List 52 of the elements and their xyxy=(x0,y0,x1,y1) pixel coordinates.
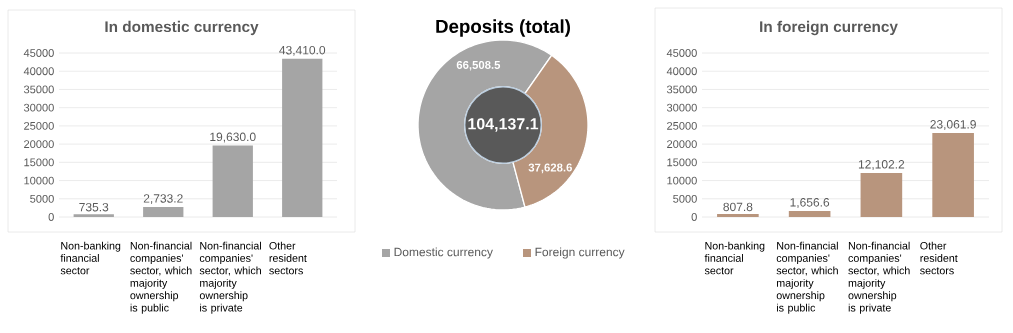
x-tick-label: Non-banking financial sector xyxy=(60,241,121,275)
y-tick-label: 5000 xyxy=(673,194,697,203)
y-tick-label: 35000 xyxy=(23,85,54,94)
y-tick-label: 40000 xyxy=(23,67,54,76)
y-tick-label: 0 xyxy=(48,213,54,221)
bar xyxy=(212,145,253,218)
y-tick-label: 10000 xyxy=(24,176,54,185)
y-tick-label: 10000 xyxy=(667,176,697,185)
bar xyxy=(282,58,323,218)
legend-label: Domestic currency xyxy=(394,247,493,259)
data-label: 43,410.0 xyxy=(279,45,326,56)
chart-title: In foreign currency xyxy=(760,20,898,36)
x-tick-label: Non-financial companies' sector, which majority ownership is private xyxy=(848,241,910,314)
x-tick-label: Non-financial companies' sector, which majority ownership is public xyxy=(776,241,838,314)
y-tick-label: 30000 xyxy=(666,103,697,112)
y-tick-label: 40000 xyxy=(666,67,697,76)
x-tick-label: Other resident sectors xyxy=(269,241,307,275)
x-tick-label: Other resident sectors xyxy=(920,241,958,275)
chart-title: In domestic currency xyxy=(105,20,259,36)
x-tick-label: Non-financial companies' sector, which majority ownership is private xyxy=(199,241,261,314)
data-label: 1,656.6 xyxy=(790,198,830,209)
y-tick-label: 45000 xyxy=(23,49,54,57)
y-tick-label: 25000 xyxy=(24,121,54,130)
data-label: 2,733.2 xyxy=(143,194,183,205)
y-tick-label: 35000 xyxy=(666,85,697,94)
y-tick-label: 20000 xyxy=(667,140,697,149)
data-label: 23,061.9 xyxy=(930,120,976,131)
x-tick-label: Non-financial companies' sector, which majority ownership is public xyxy=(130,241,192,314)
bar xyxy=(932,132,974,218)
chart-title: Deposits (total) xyxy=(436,19,570,37)
y-tick-label: 20000 xyxy=(24,140,54,149)
data-label: 66,508.5 xyxy=(456,60,501,71)
bar xyxy=(143,207,184,218)
data-label: 37,628.6 xyxy=(528,163,572,174)
x-tick-label: Non-banking financial sector xyxy=(704,241,765,275)
y-tick-label: 0 xyxy=(691,213,697,221)
y-tick-label: 5000 xyxy=(30,194,54,203)
bar xyxy=(860,172,903,218)
y-tick-label: 15000 xyxy=(667,158,697,167)
text: 104,137.1 xyxy=(468,118,539,132)
y-tick-label: 45000 xyxy=(666,49,697,57)
data-label: 735.3 xyxy=(79,202,109,212)
data-label: 807.8 xyxy=(723,202,753,212)
y-tick-label: 15000 xyxy=(24,158,54,167)
y-tick-label: 25000 xyxy=(667,121,697,130)
bar xyxy=(73,214,114,218)
bar xyxy=(788,210,831,218)
legend-label: Foreign currency xyxy=(535,247,625,259)
bar xyxy=(717,214,759,218)
data-label: 19,630.0 xyxy=(210,132,256,143)
data-label: 12,102.2 xyxy=(858,160,905,170)
y-tick-label: 30000 xyxy=(23,103,54,112)
